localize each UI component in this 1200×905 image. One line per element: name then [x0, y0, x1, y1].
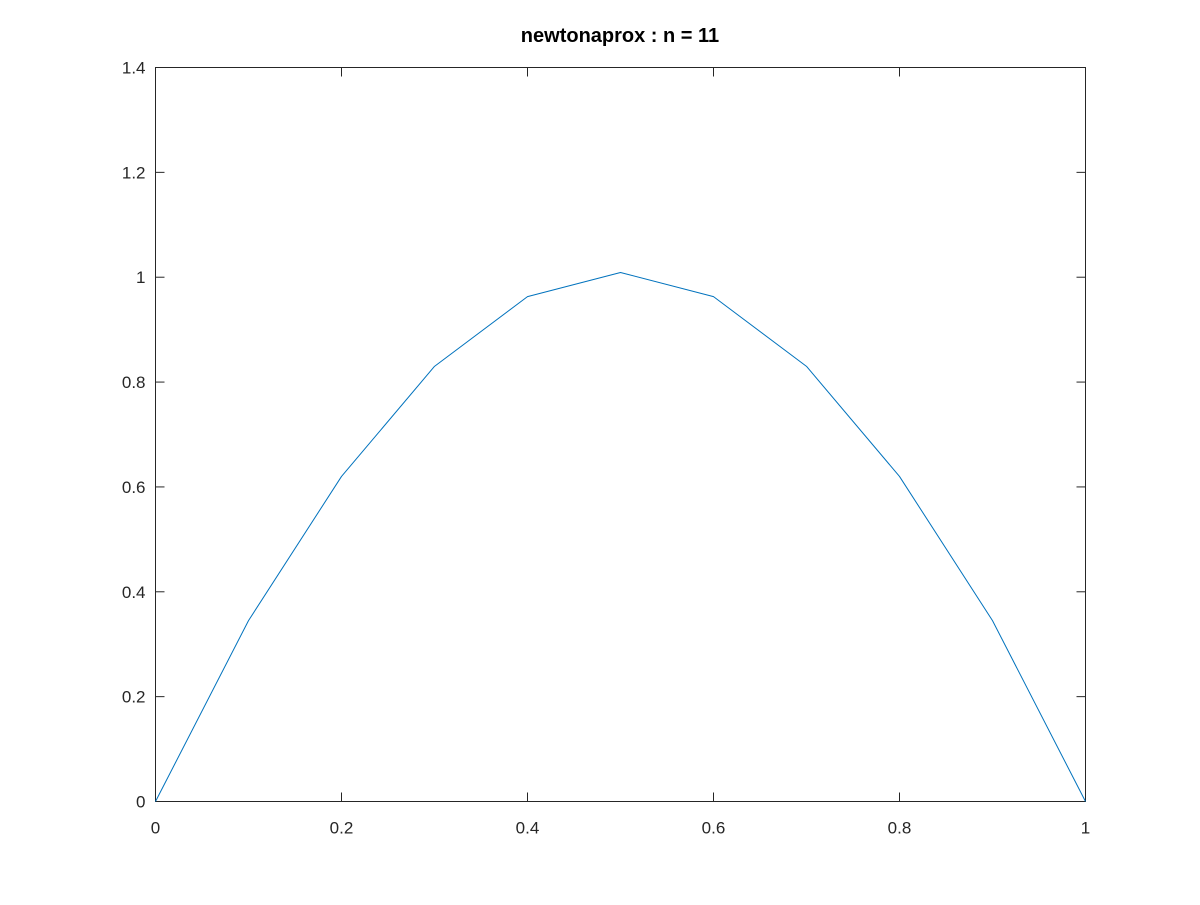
x-tick-label: 0.8: [888, 819, 912, 838]
series-layer: [155, 272, 1086, 802]
plot-area-box: [155, 67, 1086, 802]
x-tick-label: 0.4: [516, 819, 540, 838]
series-line-1: [155, 272, 1086, 802]
y-tick-label: 0.2: [122, 688, 146, 707]
y-tick-label: 0.6: [122, 478, 146, 497]
x-tick-label: 0: [151, 819, 160, 838]
y-tick-label: 0.8: [122, 373, 146, 392]
axis-ticks: 0 0.2 0.4 0.6 0.8 1 0 0.2 0.4 0.6 0.8 1 1.2 1.4: [122, 59, 1090, 838]
x-tick-label: 0.6: [702, 819, 726, 838]
y-tick-label: 0.4: [122, 583, 146, 602]
y-tick-label: 0: [136, 793, 145, 812]
y-tick-label: 1.2: [122, 163, 146, 182]
y-tick-label: 1.4: [122, 59, 146, 78]
chart-title: newtonaprox : n = 11: [521, 25, 719, 47]
y-tick-label: 1: [136, 268, 145, 287]
x-tick-label: 0.2: [330, 819, 354, 838]
x-tick-label: 1: [1081, 819, 1090, 838]
